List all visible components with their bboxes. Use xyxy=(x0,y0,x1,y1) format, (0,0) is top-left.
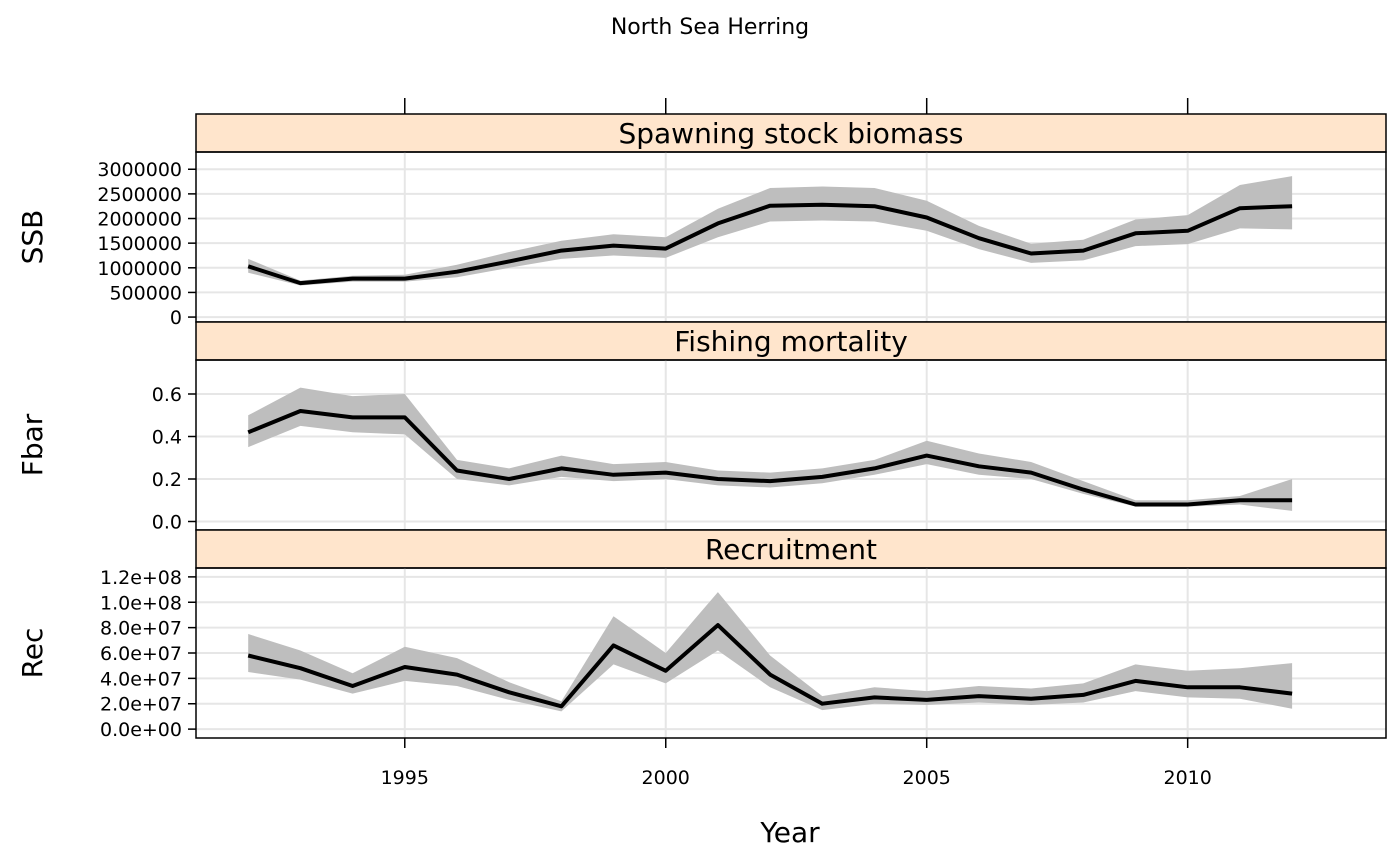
y-tick-label: 2500000 xyxy=(97,184,182,206)
y-tick-label: 3000000 xyxy=(97,159,182,181)
panel-fbar: Fishing mortality 0.0 0.2 0.4 0.6 Fbar xyxy=(16,321,1387,534)
y-tick-label: 0.4 xyxy=(152,427,182,449)
y-tick-label: 1.0e+08 xyxy=(100,592,182,614)
y-tick-label: 8.0e+07 xyxy=(100,618,182,640)
y-tick-label: 0.2 xyxy=(152,469,182,491)
y-tick-label: 1500000 xyxy=(97,233,182,255)
y-axis-label-ssb: SSB xyxy=(16,210,49,265)
chart-title: North Sea Herring xyxy=(611,15,809,40)
y-tick-label: 6.0e+07 xyxy=(100,643,182,665)
y-tick-label: 2.0e+07 xyxy=(100,694,182,716)
confidence-band-ssb xyxy=(248,176,1293,286)
x-axis-label: Year xyxy=(759,816,820,849)
series-line-ssb xyxy=(247,202,1293,286)
y-tick-label: 0.6 xyxy=(152,384,182,406)
series-line-rec xyxy=(247,623,1293,709)
x-tick-label: 1995 xyxy=(381,767,429,789)
x-tick-label: 2005 xyxy=(903,767,951,789)
x-tick-label: 2000 xyxy=(642,767,690,789)
y-tick-label: 0 xyxy=(170,307,182,329)
series-line-fbar xyxy=(247,409,1293,507)
y-tick-label: 0.0 xyxy=(152,512,182,534)
strip-fbar xyxy=(195,321,1387,361)
y-tick-label: 1000000 xyxy=(97,258,182,280)
strip-label-fbar: Fishing mortality xyxy=(674,325,908,358)
panel-rec: Recruitment 0.0e+00 2.0e+07 4.0e+07 6.0e+07 8… xyxy=(16,529,1387,741)
strip-label-ssb: Spawning stock biomass xyxy=(618,117,963,150)
y-axis-label-fbar: Fbar xyxy=(16,413,49,476)
x-tick-label: 2010 xyxy=(1163,767,1211,789)
y-tick-label: 1.2e+08 xyxy=(100,567,182,589)
strip-ssb xyxy=(195,113,1387,153)
y-tick-label: 4.0e+07 xyxy=(100,668,182,690)
strip-rec xyxy=(195,529,1387,569)
y-axis-label-rec: Rec xyxy=(16,628,49,679)
y-tick-label: 2000000 xyxy=(97,209,182,231)
y-tick-label: 500000 xyxy=(109,282,182,304)
strip-label-rec: Recruitment xyxy=(705,533,877,566)
y-tick-label: 0.0e+00 xyxy=(100,719,182,741)
